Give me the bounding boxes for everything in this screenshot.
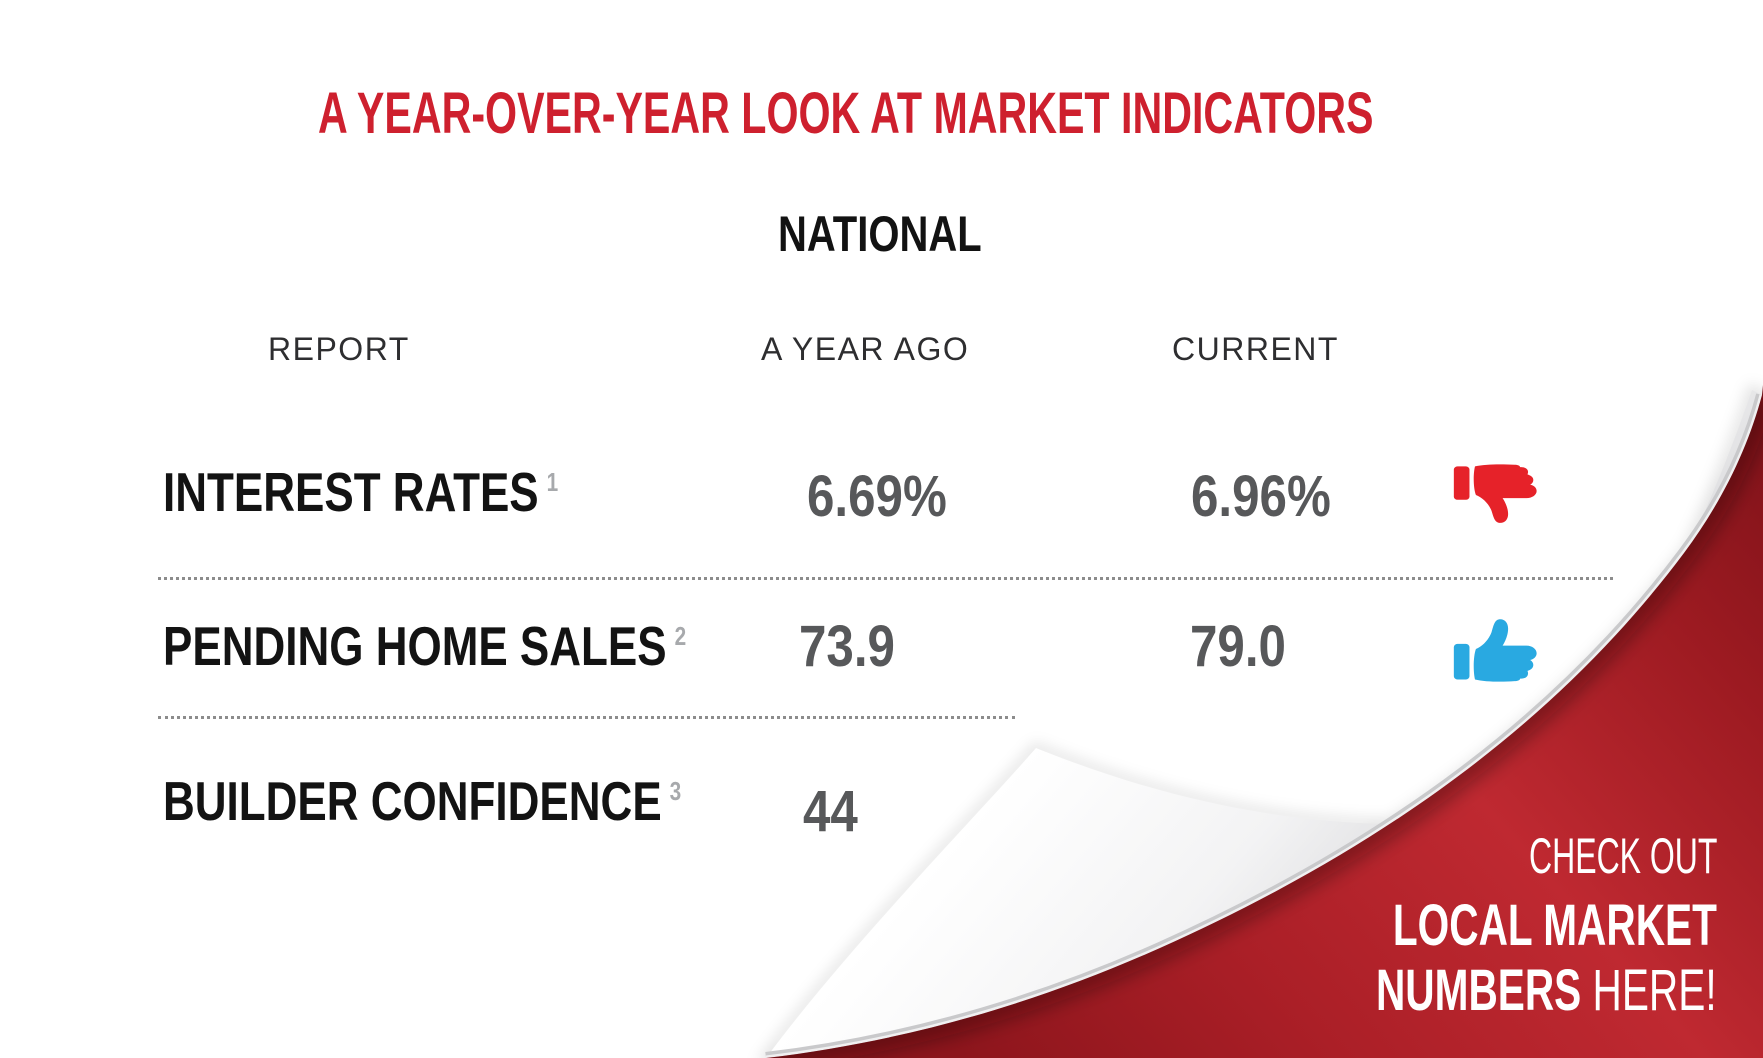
callout-line-3: NUMBERS HERE! (1376, 958, 1717, 1023)
row-divider-2 (158, 716, 1015, 719)
footnote-marker: 3 (669, 776, 682, 806)
callout-line-2: LOCAL MARKET (1392, 893, 1717, 958)
column-header-year-ago: A YEAR AGO (761, 331, 970, 367)
row-divider-1 (158, 577, 1613, 580)
row-label: BUILDER CONFIDENCE 3 (163, 770, 682, 832)
value-year-ago: 44 (803, 779, 858, 844)
section-label-national: NATIONAL (778, 206, 982, 262)
footnote-marker: 1 (546, 467, 559, 497)
column-header-current: CURRENT (1172, 331, 1339, 367)
value-current: 6.96% (1191, 464, 1331, 529)
row-label: INTEREST RATES 1 (163, 461, 559, 523)
footnote-marker: 2 (674, 621, 687, 651)
row-label: PENDING HOME SALES 2 (163, 615, 687, 677)
value-year-ago: 73.9 (799, 614, 895, 679)
thumbs-up-icon (1453, 619, 1537, 682)
thumbs-down-icon (1453, 464, 1537, 523)
page-title: A YEAR-OVER-YEAR LOOK AT MARKET INDICATO… (318, 81, 1374, 146)
value-year-ago: 6.69% (807, 464, 947, 529)
column-header-report: REPORT (268, 331, 410, 367)
value-current: 79.0 (1190, 614, 1286, 679)
callout-line-1: CHECK OUT (1528, 828, 1717, 884)
